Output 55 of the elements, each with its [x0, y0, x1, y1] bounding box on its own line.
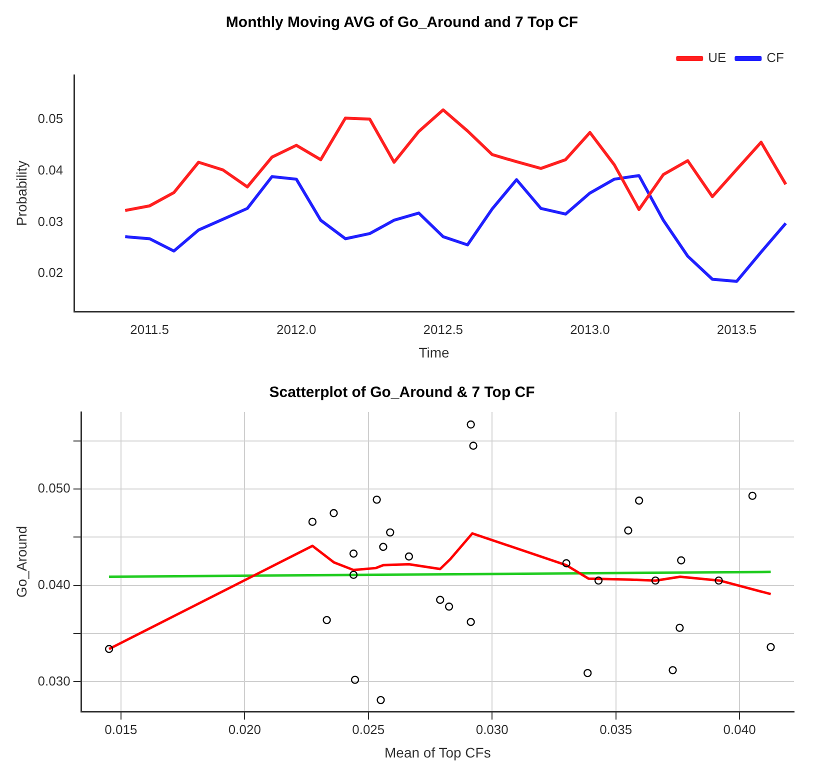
y-tick-label: 0.05 — [38, 111, 64, 126]
point — [676, 624, 684, 632]
chart-title: Scatterplot of Go_Around & 7 Top CF — [269, 384, 535, 402]
point — [469, 442, 478, 450]
x-tick-label: 2013.5 — [716, 322, 757, 337]
point — [668, 666, 677, 674]
x-tick-label: 0.020 — [228, 722, 261, 737]
x-tick-label: 0.030 — [476, 722, 508, 737]
y-axis-title: Go_Around — [13, 526, 30, 598]
x-tick-label: 0.015 — [104, 722, 138, 737]
point — [386, 528, 394, 537]
point — [466, 420, 475, 429]
point — [651, 576, 660, 585]
y-tick-label: 0.03 — [38, 214, 64, 229]
point — [466, 618, 475, 626]
point — [677, 556, 686, 564]
x-tick-label: 0.040 — [723, 722, 756, 737]
point — [766, 642, 775, 652]
point — [404, 552, 414, 561]
x-tick-label: 2013.0 — [570, 322, 610, 337]
point — [444, 602, 454, 611]
legend-label: CF — [766, 50, 784, 66]
point — [562, 559, 570, 568]
point — [308, 518, 317, 526]
x-tick-label: 0.035 — [600, 722, 632, 737]
y-tick-label: 0.02 — [38, 265, 64, 280]
point — [104, 644, 114, 654]
point — [376, 696, 385, 704]
x-tick-label: 2012.5 — [423, 322, 464, 337]
y-axis-title: Probability — [13, 160, 30, 226]
y-tick-label: 0.050 — [38, 480, 70, 496]
x-axis-title: Mean of Top CFs — [384, 744, 491, 760]
x-axis-title: Time — [418, 344, 450, 360]
x-tick-label: 2012.0 — [276, 322, 316, 337]
point — [349, 570, 358, 579]
point — [372, 496, 381, 504]
point — [436, 596, 444, 604]
point — [584, 668, 592, 678]
x-tick-label: 0.025 — [352, 722, 385, 737]
point — [634, 496, 644, 505]
point — [350, 676, 360, 684]
point — [748, 492, 757, 500]
y-tick-label: 0.04 — [38, 162, 64, 178]
y-tick-label: 0.040 — [38, 576, 70, 592]
point — [330, 509, 338, 518]
point — [322, 616, 331, 624]
legend-label: UE — [708, 50, 726, 66]
chart-title: Monthly Moving AVG of Go_Around and 7 Top CF — [226, 14, 578, 32]
point — [379, 542, 388, 551]
y-tick-label: 0.030 — [38, 673, 70, 688]
point — [624, 526, 632, 535]
point — [594, 576, 603, 585]
point — [349, 550, 358, 558]
x-tick-label: 2011.5 — [130, 322, 169, 337]
point — [714, 576, 723, 585]
